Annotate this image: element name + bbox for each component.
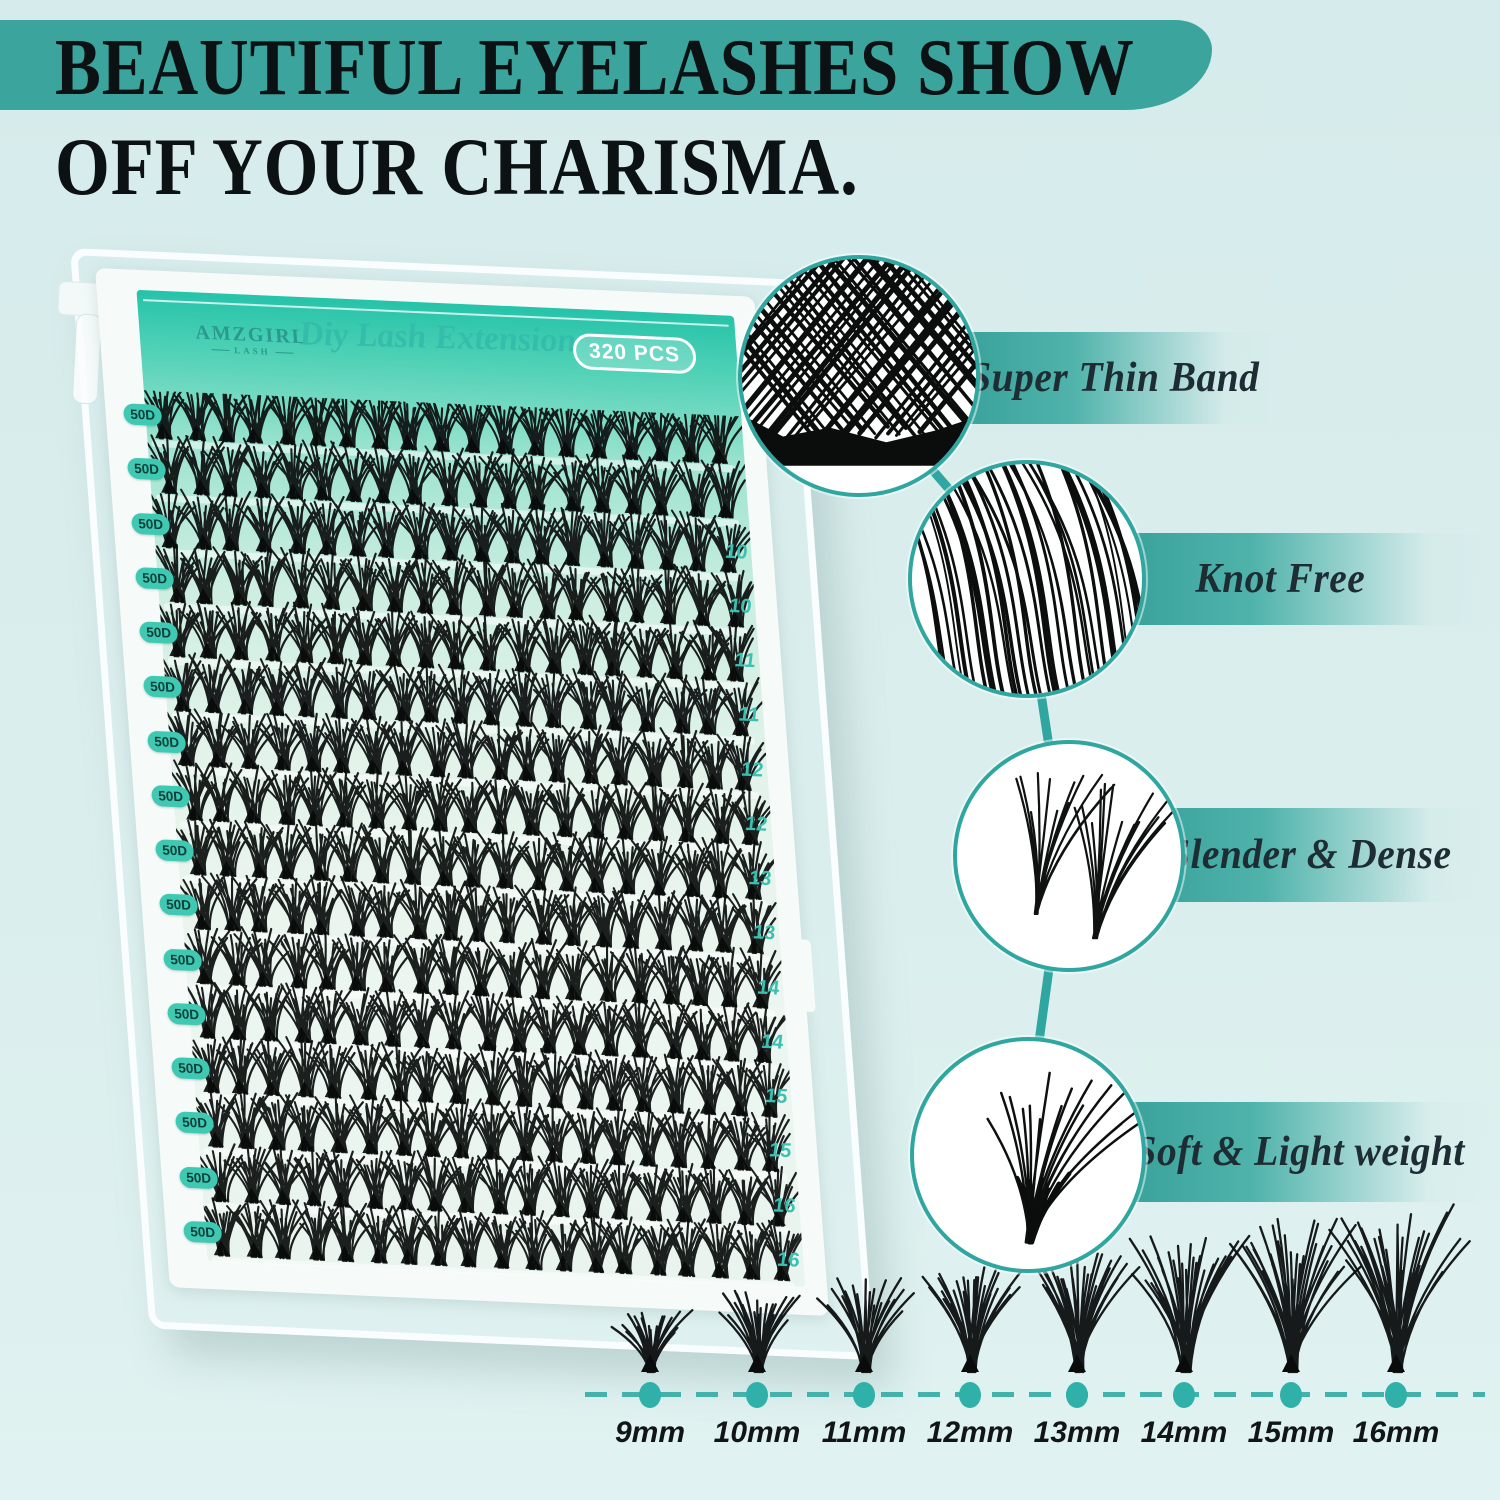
tray-interior: AMZGIRL LASH Diy Lash Extension 320 PCS … <box>122 289 806 1288</box>
feature-label-1: Super Thin Band <box>968 355 1260 401</box>
feature-label-2: Knot Free <box>1195 556 1366 602</box>
size-axis-dot <box>639 1382 661 1408</box>
title-banner <box>0 20 1212 110</box>
size-axis-dot <box>853 1382 875 1408</box>
size-label: 10mm <box>713 1416 801 1449</box>
size-axis-dot <box>1066 1382 1088 1408</box>
feature-ribbon-4: Soft & Light weight <box>1100 1102 1500 1202</box>
size-label: 12mm <box>926 1416 1014 1449</box>
size-label: 13mm <box>1033 1416 1121 1449</box>
feature-ribbon-2: Knot Free <box>1100 533 1500 625</box>
page-title-line2: OFF YOUR CHARISMA. <box>55 121 859 212</box>
callout-slender-dense-photo <box>953 740 1185 972</box>
feature-label-3: Slender & Dense <box>1168 832 1452 878</box>
size-label: 14mm <box>1140 1416 1228 1449</box>
size-axis-dot <box>1173 1382 1195 1408</box>
size-label: 11mm <box>821 1416 907 1449</box>
size-axis-dot <box>1280 1382 1302 1408</box>
page-title-line1: BEAUTIFUL EYELASHES SHOW <box>55 24 1135 112</box>
lash-cluster-rows <box>143 390 806 1288</box>
size-axis-dot <box>746 1382 768 1408</box>
feature-label-4: Soft & Light weight <box>1134 1129 1466 1175</box>
callout-knot-free-photo <box>908 460 1146 698</box>
lash-tray: AMZGIRL LASH Diy Lash Extension 320 PCS … <box>95 268 830 1317</box>
size-axis-dot <box>959 1382 981 1408</box>
callout-super-thin-band-photo <box>738 255 980 497</box>
feature-ribbon-1: Super Thin Band <box>940 332 1288 424</box>
callout-soft-lightweight-photo <box>910 1037 1146 1273</box>
size-label: 9mm <box>614 1416 686 1449</box>
size-label: 16mm <box>1352 1416 1440 1449</box>
size-label: 15mm <box>1247 1416 1335 1449</box>
size-chart-axis-line <box>585 1392 1485 1397</box>
size-chart-lash-samples <box>610 1203 1471 1374</box>
size-axis-dot <box>1385 1382 1407 1408</box>
